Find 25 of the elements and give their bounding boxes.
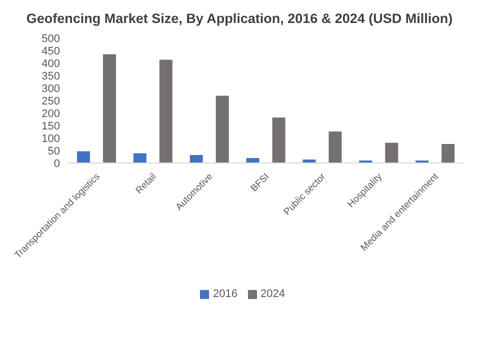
bar xyxy=(216,96,229,163)
bar xyxy=(328,132,342,163)
y-tick-label: 300 xyxy=(42,82,60,95)
bar xyxy=(272,118,286,163)
y-tick-label: 500 xyxy=(42,32,60,45)
y-tick-label: 100 xyxy=(42,132,60,145)
bar xyxy=(246,158,260,163)
bar xyxy=(133,153,146,163)
y-tick-label: 450 xyxy=(42,45,60,58)
y-tick-label: 50 xyxy=(48,145,60,158)
y-tick-label: 250 xyxy=(42,95,60,108)
bar xyxy=(442,144,455,163)
bar xyxy=(103,54,116,163)
legend-label: 2016 xyxy=(213,288,238,300)
bar xyxy=(385,142,398,163)
y-tick-label: 200 xyxy=(42,108,60,120)
bar xyxy=(77,151,90,163)
bar xyxy=(190,155,203,163)
y-tick-label: 400 xyxy=(42,58,60,70)
legend-label: 2024 xyxy=(260,288,285,300)
chart-title: Geofencing Market Size, By Application, 2016 & 2024 (USD Million) xyxy=(25,10,454,28)
y-tick-label: 350 xyxy=(42,70,60,82)
bar xyxy=(159,60,172,163)
y-tick-label: 150 xyxy=(42,120,60,132)
y-tick-label: 0 xyxy=(54,158,60,170)
